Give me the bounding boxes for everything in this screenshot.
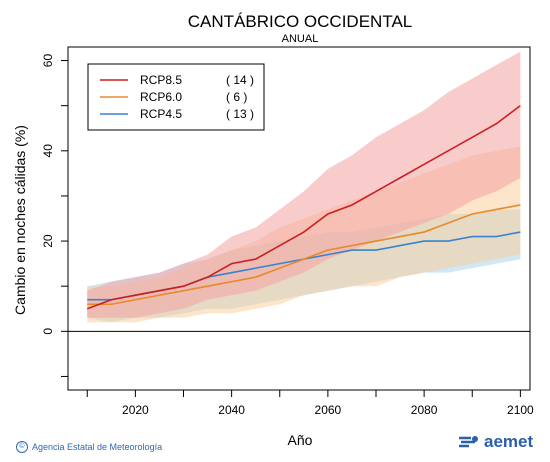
credit-line: © Agencia Estatal de Meteorología <box>16 441 162 453</box>
band-rcp85 <box>87 51 521 318</box>
x-axis: 2020 2040 2060 2080 2100 <box>86 390 534 417</box>
y-tick-label: 20 <box>41 234 55 248</box>
legend-count: ( 14 ) <box>226 73 254 87</box>
x-tick-label: 2080 <box>411 403 438 417</box>
line-rcp85 <box>86 105 521 310</box>
x-tick-label: 2020 <box>122 403 149 417</box>
legend-count: ( 6 ) <box>226 90 247 104</box>
aemet-logo-icon <box>459 436 478 448</box>
y-axis: 0 20 40 60 <box>41 54 68 377</box>
legend-label: RCP4.5 <box>140 107 182 121</box>
chart-title: CANTÁBRICO OCCIDENTAL <box>188 12 413 31</box>
x-tick-label: 2100 <box>507 403 534 417</box>
plot-frame <box>67 46 531 391</box>
uncertainty-bands <box>87 51 521 323</box>
legend-label: RCP6.0 <box>140 90 182 104</box>
legend-count: ( 13 ) <box>226 107 254 121</box>
line-rcp60 <box>87 204 521 306</box>
legend-label: RCP8.5 <box>140 73 182 87</box>
series-lines <box>86 105 521 310</box>
aemet-logo: aemet <box>458 432 533 452</box>
y-axis-label: Cambio en noches cálidas (%) <box>12 125 28 315</box>
x-axis-label: Año <box>288 432 313 448</box>
x-tick-label: 2060 <box>315 403 342 417</box>
legend: RCP8.5 ( 14 ) RCP6.0 ( 6 ) RCP4.5 ( 13 ) <box>87 63 265 131</box>
y-tick-label: 60 <box>41 54 55 68</box>
x-tick-label: 2040 <box>218 403 245 417</box>
y-tick-label: 40 <box>41 144 55 158</box>
y-tick-label: 0 <box>41 328 55 335</box>
credit-text: Agencia Estatal de Meteorología <box>32 442 163 452</box>
logo-text: aemet <box>484 432 534 451</box>
chart-subtitle: ANUAL <box>282 33 319 45</box>
copyright-icon: © <box>16 441 28 453</box>
